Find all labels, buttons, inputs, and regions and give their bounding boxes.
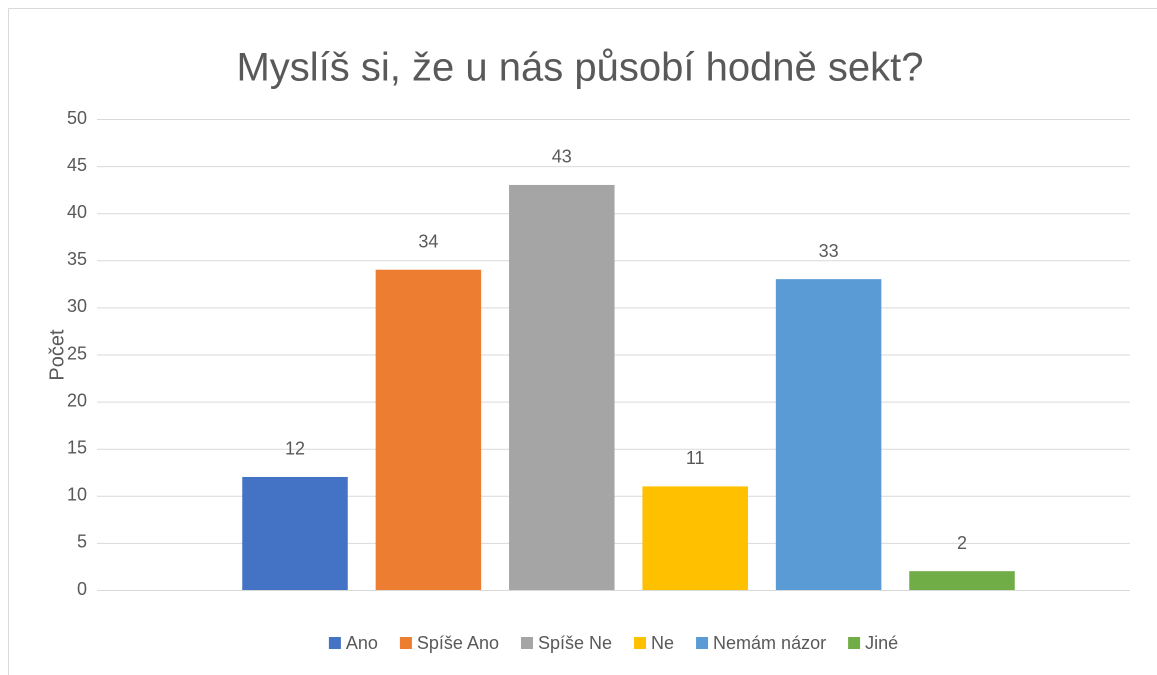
data-label: 33 (819, 241, 839, 261)
data-label: 43 (552, 147, 572, 167)
chart-title: Myslíš si, že u nás působí hodně sekt? (236, 46, 923, 90)
y-tick-label: 25 (67, 343, 87, 363)
bar (242, 476, 348, 590)
legend-label: Ne (651, 633, 674, 653)
legend-label: Ano (346, 633, 378, 653)
y-tick-label: 40 (67, 202, 87, 222)
legend-swatch (520, 637, 533, 649)
y-axis-label: Počet (46, 329, 68, 381)
y-tick-label: 45 (67, 155, 87, 175)
bar (909, 571, 1015, 590)
data-label: 12 (285, 439, 305, 459)
y-tick-label: 20 (67, 390, 87, 410)
legend-label: Spíše Ano (417, 633, 499, 653)
y-tick-label: 15 (67, 437, 87, 457)
y-tick-label: 35 (67, 249, 87, 269)
legend-swatch (848, 637, 861, 649)
bar (775, 279, 882, 590)
y-tick-label: 5 (77, 532, 87, 552)
y-tick-label: 10 (67, 485, 87, 505)
data-label: 2 (957, 533, 967, 553)
legend-label: Jiné (865, 633, 898, 653)
legend-swatch (328, 637, 341, 649)
legend-swatch (399, 637, 412, 649)
legend-swatch (696, 637, 709, 649)
data-label: 34 (418, 231, 438, 251)
data-label: 11 (686, 448, 705, 468)
y-tick-label: 50 (67, 108, 87, 128)
bar (509, 184, 615, 590)
legend-label: Nemám názor (713, 633, 826, 653)
y-tick-label: 30 (67, 296, 87, 316)
legend-swatch (634, 637, 647, 649)
y-tick-label: 0 (77, 579, 87, 599)
bar (642, 486, 748, 590)
bar (375, 269, 482, 590)
legend-label: Spíše Ne (538, 633, 612, 653)
